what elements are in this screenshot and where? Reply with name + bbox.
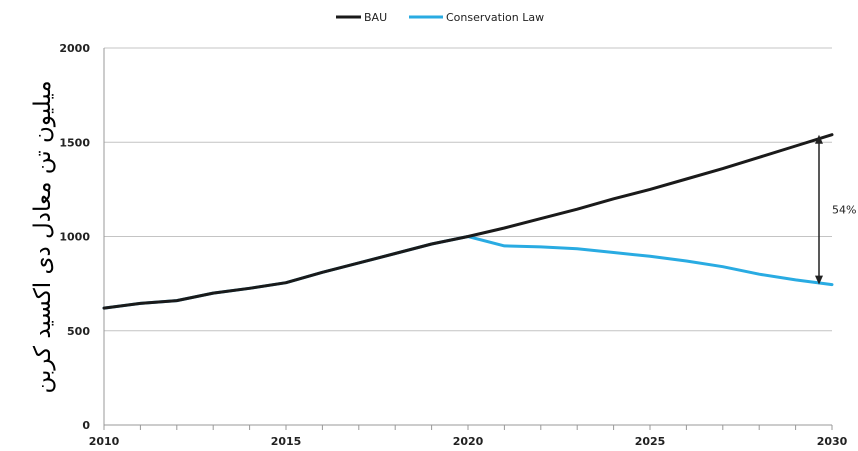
x-tick-label-2030: 2030 — [817, 435, 848, 448]
legend-label-bau: BAU — [364, 11, 387, 24]
axes — [103, 48, 833, 430]
difference-annotation: 54% — [815, 134, 856, 285]
tick-labels: 0 500 1000 1500 2000 2010 2015 2020 2025 2030 — [59, 42, 847, 448]
series-line-bau — [102, 133, 834, 310]
x-tick-label-2015: 2015 — [271, 435, 302, 448]
x-tick-label-2025: 2025 — [635, 435, 666, 448]
x-tick-label-2020: 2020 — [453, 435, 484, 448]
y-tick-label-1000: 1000 — [59, 231, 90, 244]
annotation-label: 54% — [832, 204, 856, 217]
y-tick-label-1500: 1500 — [59, 136, 90, 149]
legend: BAU Conservation Law — [336, 11, 544, 24]
y-tick-label-2000: 2000 — [59, 42, 90, 55]
y-axis-label: میلیون تن معادل دی اکسید کربن — [30, 80, 56, 393]
legend-label-conservation-law: Conservation Law — [446, 11, 544, 24]
y-tick-label-0: 0 — [82, 419, 90, 432]
y-tick-label-500: 500 — [67, 325, 90, 338]
annotation-arrowhead-top — [815, 134, 823, 144]
series-line-conservation-law — [102, 235, 834, 310]
x-tick-label-2010: 2010 — [89, 435, 120, 448]
series-lines — [102, 133, 834, 310]
gridlines — [104, 47, 832, 332]
annotation-arrowhead-bottom — [815, 275, 823, 285]
